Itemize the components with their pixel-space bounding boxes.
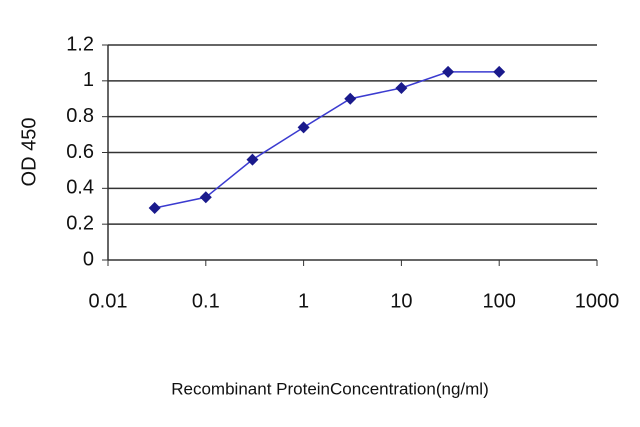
y-tick-label: 0.2: [66, 212, 94, 234]
y-tick-label: 0.6: [66, 141, 94, 163]
data-point: [344, 92, 357, 105]
data-point: [493, 65, 506, 78]
data-point: [442, 65, 455, 78]
x-tick-label: 100: [483, 290, 516, 312]
data-point: [246, 153, 259, 166]
data-point: [297, 121, 310, 134]
y-tick-label: 1: [83, 69, 94, 91]
x-tick-label: 10: [390, 290, 412, 312]
x-tick-label: 1: [298, 290, 309, 312]
data-point: [148, 202, 161, 215]
y-tick-label: 0.4: [66, 177, 94, 199]
data-point: [395, 82, 408, 94]
x-tick-label: 0.01: [89, 290, 128, 312]
x-axis-label: Recombinant ProteinConcentration(ng/ml): [171, 379, 489, 398]
x-tick-label: 1000: [575, 290, 620, 312]
y-axis-label: OD 450: [18, 118, 40, 187]
x-tick-label: 0.1: [192, 290, 220, 312]
series-line: [154, 71, 500, 209]
y-tick-label: 0.8: [66, 105, 94, 127]
y-tick-label: 1.2: [66, 33, 94, 55]
data-point: [199, 191, 212, 204]
y-tick-label: 0: [83, 248, 94, 270]
